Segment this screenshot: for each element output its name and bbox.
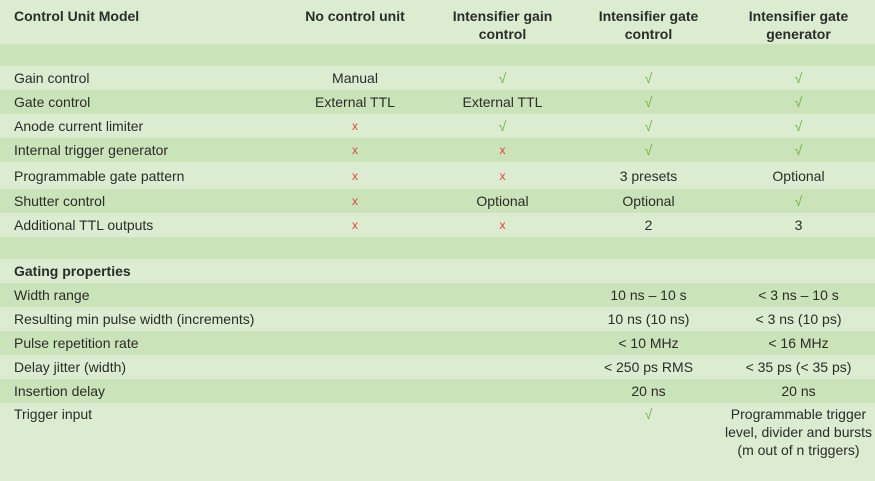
- spacer: [0, 44, 875, 66]
- check-icon: √: [644, 142, 653, 158]
- table-cell: < 3 ns – 10 s: [758, 287, 839, 303]
- table-cell: < 250 ps RMS: [603, 359, 694, 375]
- table-cell: Programmable trigger level, divider and …: [724, 406, 873, 458]
- cross-icon: x: [352, 119, 358, 133]
- table-cell: [430, 283, 575, 307]
- table-cell: External TTL: [462, 94, 543, 110]
- check-icon: √: [794, 142, 803, 158]
- check-icon: √: [794, 193, 803, 209]
- check-icon: √: [498, 118, 507, 134]
- table-row: Gate control External TTL External TTL √ √: [0, 90, 875, 114]
- table-row: Additional TTL outputs x x 2 3: [0, 213, 875, 237]
- row-label: Gain control: [14, 70, 90, 86]
- row-label: Additional TTL outputs: [14, 217, 154, 233]
- cross-icon: x: [352, 194, 358, 208]
- cross-icon: x: [352, 168, 358, 183]
- cross-icon: x: [499, 143, 506, 157]
- table-cell: [280, 331, 430, 355]
- check-icon: √: [644, 118, 653, 134]
- table-row: Width range 10 ns – 10 s < 3 ns – 10 s: [0, 283, 875, 307]
- column-header: Intensifier gate control: [598, 8, 699, 42]
- cross-icon: x: [499, 218, 506, 232]
- table-cell: [430, 403, 575, 479]
- table-row: Delay jitter (width) < 250 ps RMS < 35 ps …: [0, 355, 875, 379]
- table-cell: Optional: [622, 193, 675, 209]
- row-label: Programmable gate pattern: [14, 167, 185, 184]
- table-cell: 10 ns (10 ns): [607, 311, 690, 327]
- column-header: Intensifier gain control: [452, 8, 553, 42]
- table-cell: [280, 355, 430, 379]
- section-title: Gating properties: [14, 263, 131, 279]
- cross-icon: x: [499, 168, 506, 183]
- table-row: Resulting min pulse width (increments) 10…: [0, 307, 875, 331]
- cross-icon: x: [352, 218, 358, 232]
- row-label: Insertion delay: [14, 383, 106, 399]
- table-row: Gain control Manual √ √ √: [0, 66, 875, 90]
- check-icon: √: [498, 70, 507, 86]
- table-cell: 20 ns: [781, 383, 816, 399]
- spacer-row: [0, 237, 875, 259]
- check-icon: √: [794, 70, 803, 86]
- table-cell: [280, 283, 430, 307]
- table-row: Internal trigger generator x x √ √: [0, 138, 875, 162]
- cross-icon: x: [352, 143, 358, 157]
- table-cell: < 10 MHz: [618, 335, 679, 351]
- check-icon: √: [794, 94, 803, 110]
- check-icon: √: [794, 118, 803, 134]
- table-cell: [280, 307, 430, 331]
- table-cell: 3 presets: [619, 167, 678, 184]
- row-label: Gate control: [14, 94, 91, 110]
- check-icon: √: [644, 406, 653, 422]
- header-row: Control Unit Model No control unit Inten…: [0, 0, 875, 44]
- table-cell: Optional: [476, 193, 529, 209]
- spacer-row: [0, 44, 875, 66]
- table-cell: [280, 379, 430, 403]
- table-row: Shutter control x Optional Optional √: [0, 189, 875, 213]
- check-icon: √: [644, 94, 653, 110]
- table-row: Insertion delay 20 ns 20 ns: [0, 379, 875, 403]
- table-cell: < 16 MHz: [768, 335, 829, 351]
- row-label: Delay jitter (width): [14, 359, 127, 375]
- table-cell: 10 ns – 10 s: [610, 287, 687, 303]
- table-row: Anode current limiter x √ √ √: [0, 114, 875, 138]
- table-row: Pulse repetition rate < 10 MHz < 16 MHz: [0, 331, 875, 355]
- row-label: Anode current limiter: [14, 118, 144, 134]
- table-cell: Optional: [772, 167, 825, 184]
- row-label: Trigger input: [14, 406, 93, 422]
- table-cell: [430, 331, 575, 355]
- row-label: Width range: [14, 287, 90, 303]
- table-cell: 2: [644, 217, 653, 233]
- column-header: Intensifier gate generator: [748, 8, 849, 42]
- table-row: Programmable gate pattern x x 3 presets Opti…: [0, 162, 875, 189]
- row-label: Internal trigger generator: [14, 142, 169, 158]
- spacer: [0, 237, 875, 259]
- table-row: Trigger input √ Programmable trigger level…: [0, 403, 875, 479]
- section-header-row: Gating properties: [0, 259, 875, 283]
- table-cell: [430, 307, 575, 331]
- column-header: Control Unit Model: [14, 8, 140, 24]
- table-cell: 20 ns: [631, 383, 666, 399]
- table-cell: [280, 403, 430, 479]
- table-cell: 3: [794, 217, 803, 233]
- row-label: Resulting min pulse width (increments): [14, 311, 255, 327]
- column-header: No control unit: [305, 8, 405, 24]
- table-cell: External TTL: [315, 94, 395, 110]
- table-cell: [430, 379, 575, 403]
- row-label: Shutter control: [14, 193, 106, 209]
- table-cell: [430, 355, 575, 379]
- table-cell: < 35 ps (< 35 ps): [745, 359, 852, 375]
- table-cell: Manual: [332, 70, 378, 86]
- table-cell: < 3 ns (10 ps): [755, 311, 842, 327]
- row-label: Pulse repetition rate: [14, 335, 139, 351]
- check-icon: √: [644, 70, 653, 86]
